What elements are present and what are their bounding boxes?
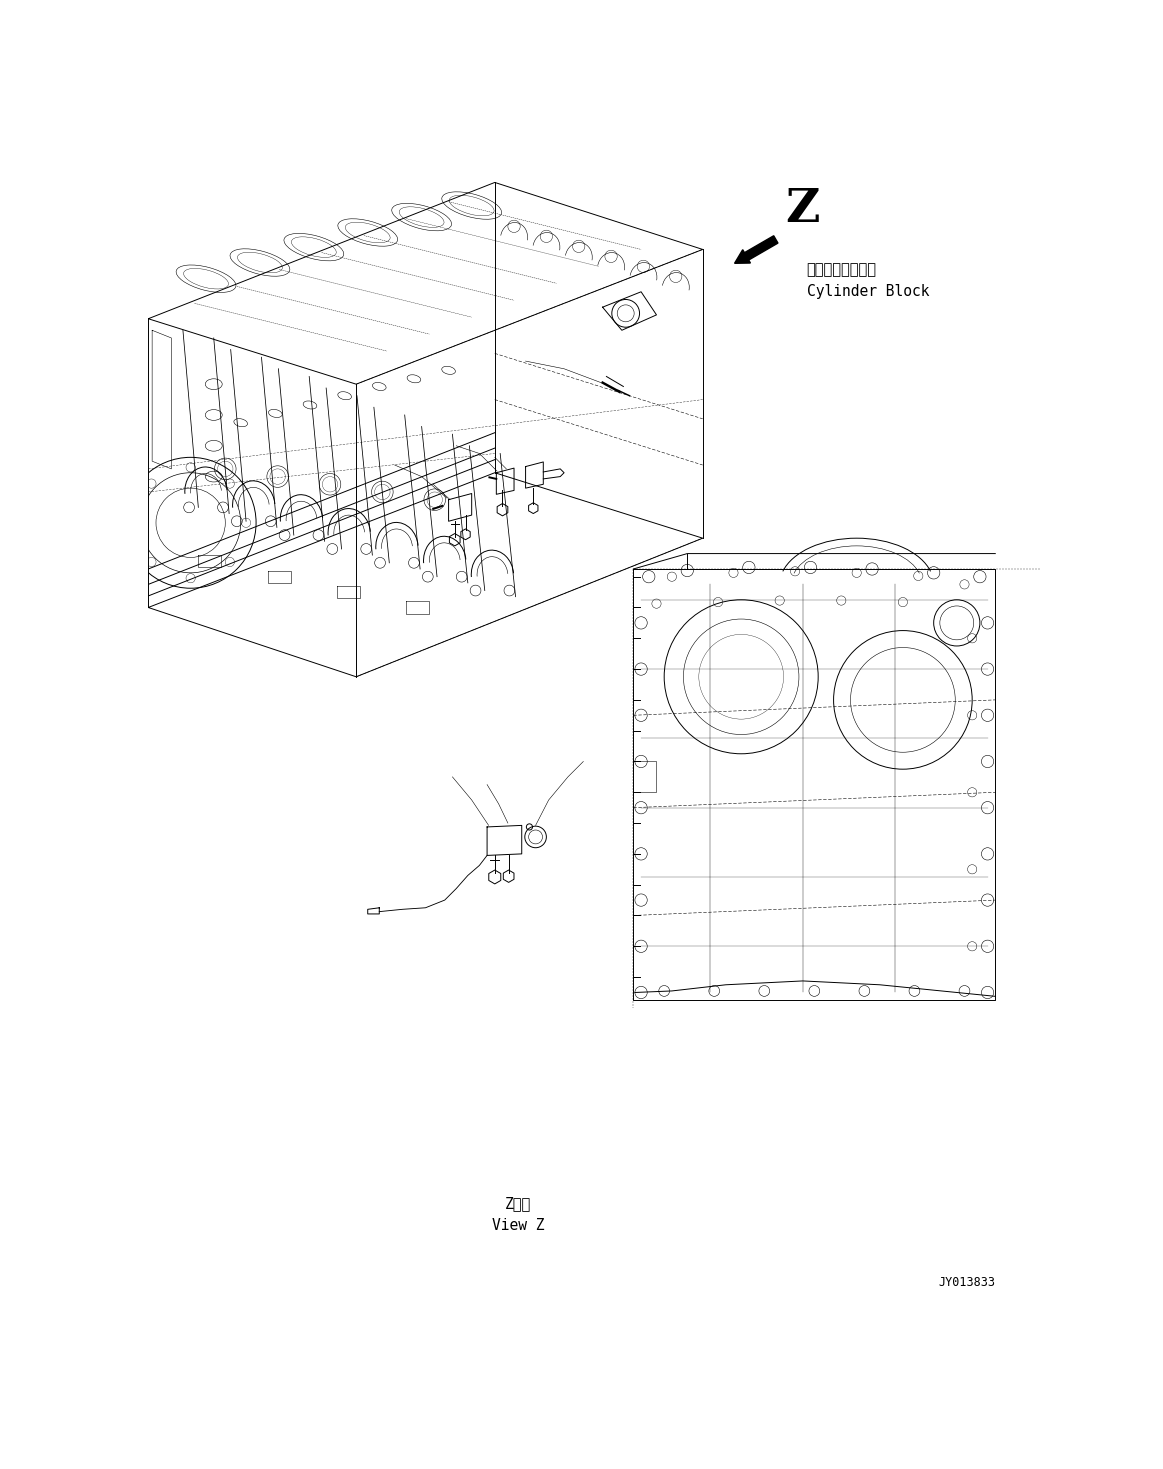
Text: JY013833: JY013833	[939, 1277, 996, 1288]
Text: Z: Z	[785, 185, 820, 232]
Text: シリンダブロック
Cylinder Block: シリンダブロック Cylinder Block	[807, 263, 929, 298]
FancyArrow shape	[735, 235, 778, 263]
Text: Z　視
View Z: Z 視 View Z	[492, 1197, 544, 1232]
